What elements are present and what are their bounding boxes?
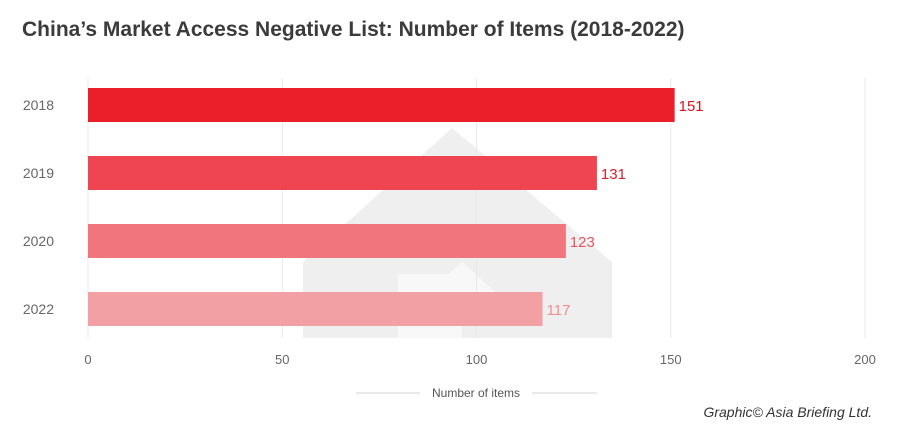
bar-2018 — [88, 88, 675, 122]
bar-2019 — [88, 156, 597, 190]
x-tick-label-100: 100 — [466, 352, 488, 367]
x-tick-label-150: 150 — [660, 352, 682, 367]
x-axis-label: Number of items — [432, 386, 520, 400]
category-label-2022: 2022 — [23, 301, 54, 317]
bar-2020 — [88, 224, 566, 258]
x-axis-ticks: 0 50 100 150 200 — [84, 352, 875, 367]
data-labels: 151 131 123 117 — [547, 98, 704, 319]
x-tick-label-50: 50 — [275, 352, 289, 367]
data-label-2018: 151 — [679, 98, 704, 115]
category-label-2018: 2018 — [23, 97, 54, 113]
category-labels: 2018 2019 2020 2022 — [23, 97, 54, 317]
x-tick-label-200: 200 — [854, 352, 876, 367]
data-label-2019: 131 — [601, 166, 626, 183]
chart-title: China’s Market Access Negative List: Num… — [22, 18, 685, 41]
x-tick-label-0: 0 — [84, 352, 91, 367]
category-label-2020: 2020 — [23, 233, 54, 249]
data-label-2022: 117 — [547, 302, 571, 319]
x-axis-label-group: Number of items — [356, 386, 597, 400]
category-label-2019: 2019 — [23, 165, 54, 181]
bars — [88, 88, 675, 326]
bar-2022 — [88, 292, 543, 326]
credit-text: Graphic© Asia Briefing Ltd. — [703, 404, 872, 420]
data-label-2020: 123 — [570, 234, 595, 251]
